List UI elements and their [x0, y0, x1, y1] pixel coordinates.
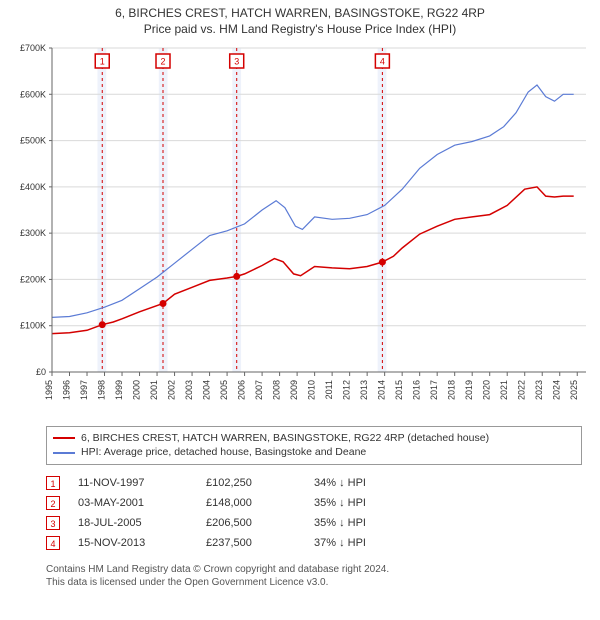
transaction-date: 03-MAY-2001 — [78, 497, 188, 509]
svg-text:2000: 2000 — [132, 380, 142, 400]
transaction-price: £102,250 — [206, 477, 296, 489]
transaction-row: 3 18-JUL-2005 £206,500 35% ↓ HPI — [46, 513, 582, 533]
svg-text:2018: 2018 — [447, 380, 457, 400]
transaction-date: 11-NOV-1997 — [78, 477, 188, 489]
svg-text:2008: 2008 — [272, 380, 282, 400]
svg-text:2010: 2010 — [307, 380, 317, 400]
svg-text:2022: 2022 — [517, 380, 527, 400]
svg-text:2005: 2005 — [219, 380, 229, 400]
transaction-price: £206,500 — [206, 517, 296, 529]
svg-text:1996: 1996 — [62, 380, 72, 400]
svg-text:£500K: £500K — [20, 135, 46, 145]
svg-text:2004: 2004 — [202, 380, 212, 400]
data-licence-footer: Contains HM Land Registry data © Crown c… — [46, 563, 582, 590]
transaction-date: 15-NOV-2013 — [78, 537, 188, 549]
svg-text:2009: 2009 — [289, 380, 299, 400]
svg-text:4: 4 — [380, 56, 385, 66]
svg-text:2023: 2023 — [534, 380, 544, 400]
legend-item: HPI: Average price, detached house, Basi… — [53, 445, 575, 460]
transaction-row: 2 03-MAY-2001 £148,000 35% ↓ HPI — [46, 493, 582, 513]
transaction-marker: 2 — [46, 496, 60, 510]
svg-text:2015: 2015 — [394, 380, 404, 400]
svg-text:2001: 2001 — [149, 380, 159, 400]
transaction-marker: 4 — [46, 536, 60, 550]
transaction-marker: 3 — [46, 516, 60, 530]
transaction-marker: 1 — [46, 476, 60, 490]
svg-text:2020: 2020 — [482, 380, 492, 400]
transaction-vs-hpi: 35% ↓ HPI — [314, 497, 424, 509]
svg-text:£400K: £400K — [20, 181, 46, 191]
transaction-row: 4 15-NOV-2013 £237,500 37% ↓ HPI — [46, 533, 582, 553]
svg-text:£300K: £300K — [20, 228, 46, 238]
svg-text:£0: £0 — [36, 367, 46, 377]
svg-text:2: 2 — [160, 56, 165, 66]
svg-text:2019: 2019 — [464, 380, 474, 400]
svg-text:£100K: £100K — [20, 320, 46, 330]
svg-text:2007: 2007 — [254, 380, 264, 400]
legend-label: HPI: Average price, detached house, Basi… — [81, 445, 366, 460]
svg-text:2002: 2002 — [167, 380, 177, 400]
svg-text:2012: 2012 — [342, 380, 352, 400]
svg-text:2024: 2024 — [552, 380, 562, 400]
transaction-vs-hpi: 37% ↓ HPI — [314, 537, 424, 549]
svg-text:1997: 1997 — [79, 380, 89, 400]
transaction-price: £148,000 — [206, 497, 296, 509]
svg-text:2011: 2011 — [324, 380, 334, 399]
transaction-vs-hpi: 34% ↓ HPI — [314, 477, 424, 489]
svg-text:2006: 2006 — [237, 380, 247, 400]
legend-swatch — [53, 437, 75, 439]
svg-text:£700K: £700K — [20, 43, 46, 53]
svg-text:1995: 1995 — [44, 380, 54, 400]
svg-text:2013: 2013 — [359, 380, 369, 400]
transaction-row: 1 11-NOV-1997 £102,250 34% ↓ HPI — [46, 473, 582, 493]
chart-legend: 6, BIRCHES CREST, HATCH WARREN, BASINGST… — [46, 426, 582, 465]
svg-text:1999: 1999 — [114, 380, 124, 400]
svg-text:2017: 2017 — [429, 380, 439, 400]
footer-line: This data is licensed under the Open Gov… — [46, 576, 582, 590]
svg-text:2021: 2021 — [499, 380, 509, 400]
transactions-table: 1 11-NOV-1997 £102,250 34% ↓ HPI 2 03-MAY-200… — [46, 473, 582, 553]
legend-label: 6, BIRCHES CREST, HATCH WARREN, BASINGST… — [81, 431, 489, 446]
price-hpi-chart: £0 £100K £200K £300K £400K £500K £600K £700K 199… — [8, 40, 592, 420]
svg-text:£200K: £200K — [20, 274, 46, 284]
svg-text:£600K: £600K — [20, 89, 46, 99]
svg-text:2003: 2003 — [184, 380, 194, 400]
svg-text:2025: 2025 — [569, 380, 579, 400]
svg-text:2014: 2014 — [377, 380, 387, 400]
transaction-vs-hpi: 35% ↓ HPI — [314, 517, 424, 529]
svg-text:1: 1 — [100, 56, 105, 66]
transaction-price: £237,500 — [206, 537, 296, 549]
transaction-date: 18-JUL-2005 — [78, 517, 188, 529]
page-title: 6, BIRCHES CREST, HATCH WARREN, BASINGST… — [8, 6, 592, 22]
legend-swatch — [53, 452, 75, 454]
svg-text:3: 3 — [234, 56, 239, 66]
svg-text:1998: 1998 — [97, 380, 107, 400]
svg-text:2016: 2016 — [412, 380, 422, 400]
legend-item: 6, BIRCHES CREST, HATCH WARREN, BASINGST… — [53, 431, 575, 446]
page-subtitle: Price paid vs. HM Land Registry's House … — [8, 22, 592, 36]
footer-line: Contains HM Land Registry data © Crown c… — [46, 563, 582, 577]
